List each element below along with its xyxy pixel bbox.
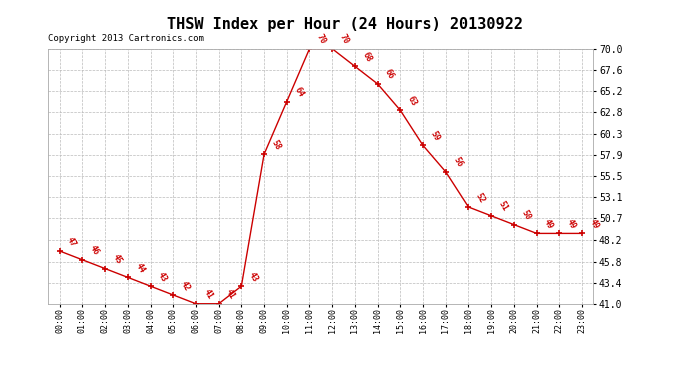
Text: 51: 51 [497, 200, 509, 213]
Text: 47: 47 [66, 235, 78, 248]
Text: 50: 50 [520, 209, 532, 222]
Text: 42: 42 [179, 279, 192, 292]
Text: 59: 59 [428, 129, 442, 143]
Text: 43: 43 [247, 270, 259, 284]
Text: THSW  (°F): THSW (°F) [557, 22, 616, 32]
Text: 64: 64 [293, 86, 305, 99]
Text: THSW Index per Hour (24 Hours) 20130922: THSW Index per Hour (24 Hours) 20130922 [167, 17, 523, 32]
Text: 46: 46 [88, 244, 101, 257]
Text: 45: 45 [110, 253, 124, 266]
Text: 66: 66 [383, 68, 396, 81]
Text: 44: 44 [133, 261, 146, 274]
Text: 49: 49 [565, 217, 578, 231]
Text: Copyright 2013 Cartronics.com: Copyright 2013 Cartronics.com [48, 34, 204, 43]
Text: 52: 52 [474, 191, 487, 204]
Text: 70: 70 [315, 33, 328, 46]
Text: 68: 68 [360, 50, 373, 63]
Text: 43: 43 [156, 270, 169, 284]
Text: 49: 49 [588, 217, 600, 231]
Text: 41: 41 [201, 288, 215, 301]
Text: 70: 70 [338, 33, 351, 46]
Text: 58: 58 [270, 138, 282, 152]
Text: 41: 41 [224, 288, 237, 301]
Text: 56: 56 [451, 156, 464, 169]
Text: 63: 63 [406, 94, 419, 108]
Text: 49: 49 [542, 217, 555, 231]
